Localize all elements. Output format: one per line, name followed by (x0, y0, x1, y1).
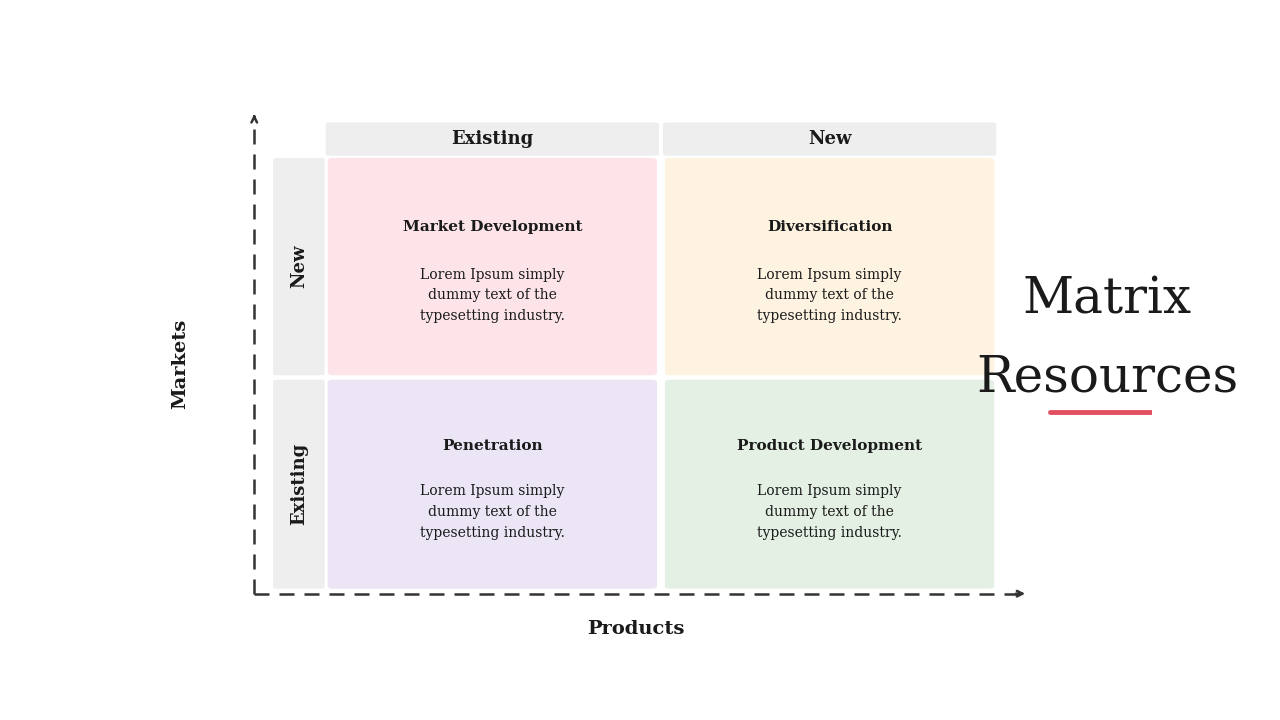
Text: Resources: Resources (977, 353, 1239, 402)
Text: Lorem Ipsum simply
dummy text of the
typesetting industry.: Lorem Ipsum simply dummy text of the typ… (758, 268, 902, 323)
Text: New: New (289, 245, 308, 288)
Text: Matrix: Matrix (1023, 275, 1192, 325)
FancyBboxPatch shape (328, 379, 657, 589)
FancyBboxPatch shape (328, 158, 657, 375)
FancyBboxPatch shape (325, 122, 659, 156)
FancyBboxPatch shape (663, 122, 996, 156)
FancyBboxPatch shape (664, 158, 995, 375)
Text: New: New (808, 130, 851, 148)
FancyBboxPatch shape (273, 158, 325, 375)
Text: Diversification: Diversification (767, 220, 892, 234)
Text: Lorem Ipsum simply
dummy text of the
typesetting industry.: Lorem Ipsum simply dummy text of the typ… (420, 268, 564, 323)
Text: Product Development: Product Development (737, 438, 922, 453)
Text: Existing: Existing (289, 443, 308, 526)
Text: Products: Products (588, 620, 685, 638)
Text: Markets: Markets (170, 318, 189, 409)
Text: Existing: Existing (451, 130, 534, 148)
Text: Penetration: Penetration (442, 438, 543, 453)
FancyBboxPatch shape (664, 379, 995, 589)
FancyBboxPatch shape (273, 379, 325, 589)
Text: Market Development: Market Development (403, 220, 582, 234)
Text: Lorem Ipsum simply
dummy text of the
typesetting industry.: Lorem Ipsum simply dummy text of the typ… (420, 485, 564, 539)
Text: Lorem Ipsum simply
dummy text of the
typesetting industry.: Lorem Ipsum simply dummy text of the typ… (758, 485, 902, 539)
